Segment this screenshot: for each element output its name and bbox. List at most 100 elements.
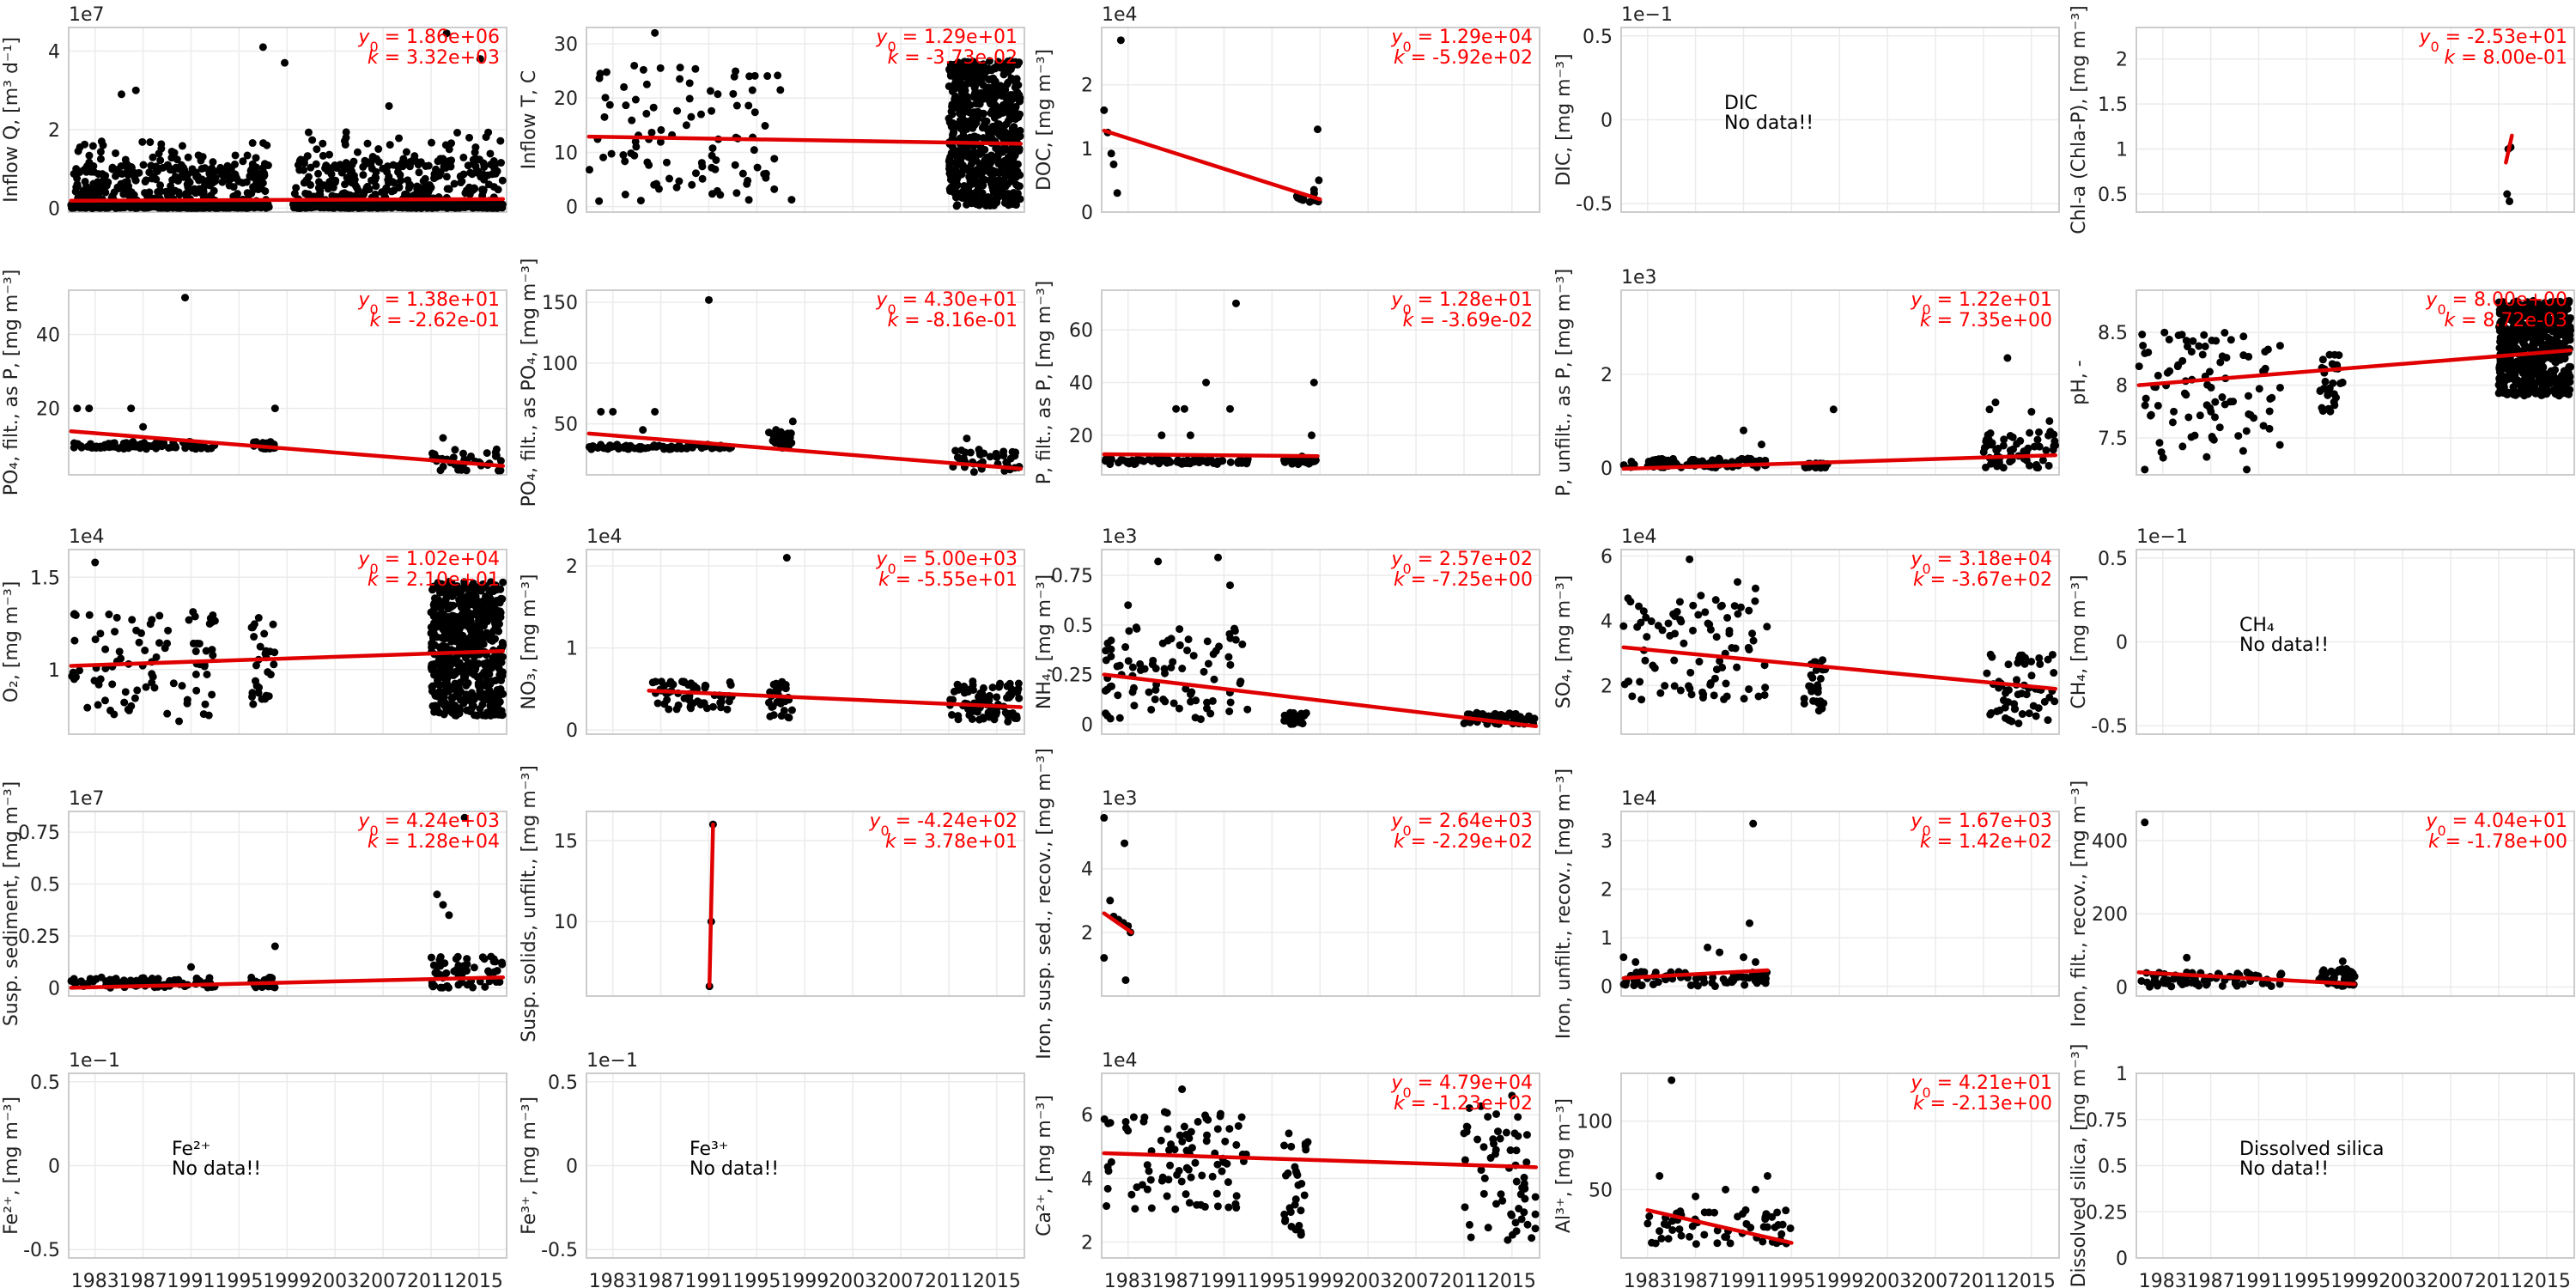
- data-point: [402, 148, 410, 156]
- data-point: [85, 151, 94, 160]
- data-point: [993, 168, 1001, 177]
- data-point: [945, 82, 953, 90]
- data-point: [465, 200, 473, 209]
- data-point: [953, 201, 962, 210]
- data-point: [325, 150, 334, 159]
- data-point: [2174, 331, 2183, 339]
- data-point: [1005, 133, 1013, 142]
- y-axis-label: Chl-a (Chla-P), [mg m⁻³]: [2069, 5, 2090, 234]
- data-point: [319, 139, 327, 148]
- data-point: [141, 203, 149, 211]
- data-point: [227, 173, 235, 182]
- data-point: [252, 682, 261, 690]
- data-point: [630, 61, 639, 70]
- data-point: [495, 691, 503, 700]
- data-point: [436, 466, 445, 475]
- data-point: [601, 94, 610, 102]
- data-point: [70, 636, 79, 645]
- data-point: [295, 166, 304, 174]
- data-point: [249, 700, 258, 708]
- data-point: [183, 699, 191, 708]
- data-point: [91, 635, 100, 644]
- data-point: [484, 180, 493, 189]
- data-point: [642, 80, 651, 88]
- data-point: [1008, 170, 1017, 179]
- data-point: [1130, 457, 1139, 465]
- data-point: [450, 692, 459, 701]
- data-point: [1005, 108, 1014, 117]
- data-point: [98, 170, 106, 179]
- data-point: [252, 661, 260, 670]
- data-point: [1012, 93, 1021, 101]
- data-point: [260, 629, 269, 638]
- data-point: [788, 417, 797, 426]
- fit-line: [69, 197, 506, 203]
- data-point: [154, 188, 162, 197]
- data-point: [1002, 93, 1011, 101]
- data-point: [2189, 337, 2197, 345]
- data-point: [2561, 380, 2570, 388]
- data-point: [442, 620, 451, 629]
- data-point: [2160, 328, 2169, 337]
- data-point: [230, 191, 239, 200]
- data-point: [651, 28, 659, 37]
- data-point: [329, 204, 337, 212]
- data-point: [483, 611, 491, 620]
- data-point: [2203, 380, 2212, 389]
- data-point: [260, 160, 269, 168]
- data-point: [636, 445, 645, 453]
- data-point: [387, 187, 396, 196]
- data-point: [223, 161, 232, 170]
- data-point: [1139, 457, 1148, 465]
- data-point: [605, 100, 614, 109]
- data-point: [2229, 398, 2238, 406]
- data-point: [433, 172, 441, 180]
- fit-line: [1102, 128, 1322, 202]
- data-point: [175, 191, 184, 199]
- data-point: [143, 191, 151, 200]
- data-point: [2533, 370, 2542, 379]
- data-point: [771, 439, 780, 447]
- fit-slope-label: k = -3.73e-02: [887, 47, 1018, 69]
- data-point: [252, 154, 260, 162]
- data-point: [647, 128, 656, 137]
- data-point: [270, 404, 279, 413]
- data-point: [85, 404, 94, 413]
- data-point: [619, 151, 628, 160]
- data-point: [2566, 313, 2574, 322]
- data-point: [2033, 435, 2042, 444]
- data-point: [2553, 333, 2561, 342]
- data-point: [773, 430, 781, 439]
- data-point: [404, 176, 412, 185]
- data-point: [2050, 430, 2058, 439]
- data-point: [483, 631, 491, 640]
- data-point: [449, 706, 458, 714]
- data-point: [2551, 366, 2560, 374]
- data-point: [1309, 185, 1318, 194]
- data-point: [155, 611, 164, 620]
- data-point: [340, 165, 349, 173]
- data-point: [2216, 358, 2225, 367]
- data-point: [453, 129, 462, 137]
- data-point: [744, 101, 753, 110]
- data-point: [991, 77, 999, 86]
- data-point: [607, 149, 616, 158]
- data-point: [2265, 407, 2274, 416]
- data-point: [258, 43, 267, 52]
- data-point: [982, 117, 991, 125]
- data-point: [348, 179, 356, 187]
- data-point: [304, 128, 313, 137]
- data-point: [184, 153, 192, 161]
- data-point: [1116, 36, 1125, 45]
- data-point: [953, 453, 962, 462]
- data-point: [649, 103, 658, 112]
- data-point: [471, 665, 480, 673]
- data-point: [1113, 189, 1121, 197]
- data-point: [1988, 439, 1996, 447]
- data-point: [770, 155, 779, 163]
- data-point: [264, 692, 273, 701]
- data-point: [2561, 354, 2569, 362]
- y-tick-label: 20: [36, 399, 60, 421]
- data-point: [250, 633, 258, 641]
